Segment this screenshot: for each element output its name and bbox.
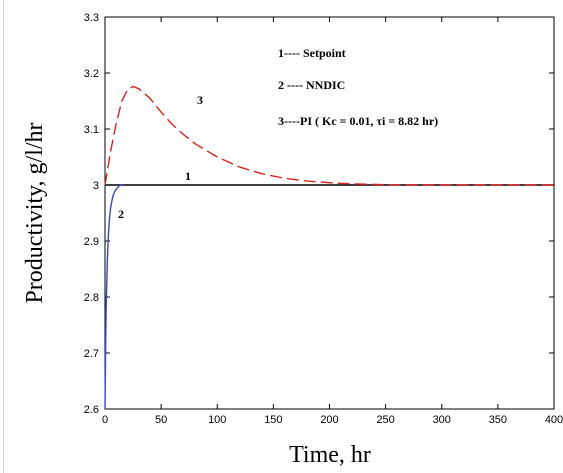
y-tick-label: 2.6 <box>84 404 99 416</box>
plot-frame <box>104 16 555 410</box>
y-tick-label: 2.8 <box>84 292 99 304</box>
y-tick-label: 3.3 <box>84 12 99 24</box>
curve-tag-1: 1 <box>185 169 191 183</box>
y-tick-label: 3.1 <box>84 124 99 136</box>
x-tick-label: 200 <box>320 414 338 426</box>
nndic-line <box>104 184 124 410</box>
x-tick-label: 50 <box>155 414 167 426</box>
y-axis-title: Productivity, g/l/hr <box>22 122 48 303</box>
y-tick-label: 3 <box>93 180 99 192</box>
x-tick-label: 100 <box>208 414 226 426</box>
y-tick-label: 3.2 <box>84 68 99 80</box>
x-tick-label: 400 <box>545 414 563 426</box>
page-edge-rule <box>3 0 4 473</box>
tick-group: 0 50 100 150 200 250 300 350 400 2.6 2.7 2.8 2.9 3 3.1… <box>84 12 563 426</box>
pi-line <box>104 85 554 186</box>
x-tick-label: 0 <box>102 414 108 426</box>
x-tick-label: 350 <box>489 414 507 426</box>
x-axis-title: Time, hr <box>289 442 371 468</box>
series-group <box>104 85 554 410</box>
x-tick-label: 150 <box>264 414 282 426</box>
curve-tag-2: 2 <box>118 207 124 221</box>
curve-tag-3: 3 <box>197 93 203 107</box>
y-tick-label: 2.7 <box>84 348 99 360</box>
legend-entry-nndic: 2 ---- NNDIC <box>278 78 345 92</box>
x-tick-label: 300 <box>433 414 451 426</box>
y-tick-label: 2.9 <box>84 236 99 248</box>
legend-entry-setpoint: 1---- Setpoint <box>278 46 346 60</box>
legend-entry-pi: 3----PI ( Kc = 0.01, τi = 8.82 hr) <box>278 114 438 128</box>
x-tick-label: 250 <box>376 414 394 426</box>
